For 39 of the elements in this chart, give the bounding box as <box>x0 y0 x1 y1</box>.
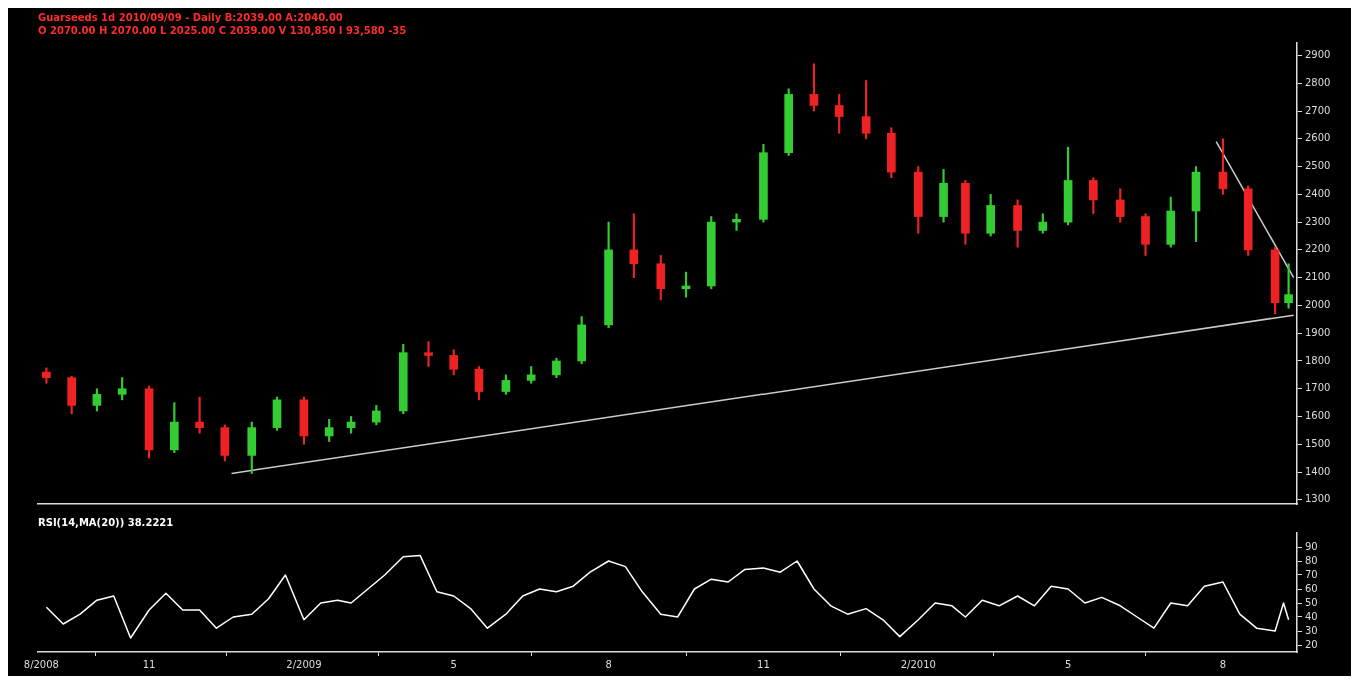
y-tick-label: 40 <box>1305 610 1318 622</box>
x-tick-label: 8 <box>605 658 612 670</box>
x-tick-label: 2/2009 <box>286 658 322 670</box>
y-tick-label: 90 <box>1305 540 1318 552</box>
x-tick-label: 11 <box>757 658 770 670</box>
y-tick-label: 2100 <box>1305 271 1331 283</box>
y-tick-label: 70 <box>1305 568 1318 580</box>
y-tick-label: 2000 <box>1305 299 1331 311</box>
y-tick-label: 2800 <box>1305 76 1331 88</box>
y-tick-label: 30 <box>1305 624 1318 636</box>
y-tick-label: 2600 <box>1305 132 1331 144</box>
x-tick-label: 8 <box>1219 658 1227 670</box>
y-tick-label: 1400 <box>1305 465 1331 477</box>
y-tick-label: 2900 <box>1305 49 1331 61</box>
y-tick-label: 2700 <box>1305 104 1331 116</box>
chart-title: RSI(14,MA(20)) 38.2221 <box>38 516 174 528</box>
x-tick-label: 2/2010 <box>900 658 936 670</box>
y-tick-label: 1600 <box>1305 410 1331 422</box>
y-tick-label: 1700 <box>1305 382 1331 394</box>
y-tick-label: 2500 <box>1305 160 1331 172</box>
y-tick-label: 1800 <box>1305 354 1331 366</box>
y-tick-label: 20 <box>1305 638 1318 650</box>
y-tick-label: 2200 <box>1305 243 1331 255</box>
y-tick-label: 50 <box>1305 596 1318 608</box>
chart-title: Guarseeds 1d 2010/09/09 - Daily B:2039.00 A:2040.00 <box>38 11 343 23</box>
x-tick-label: 11 <box>142 658 156 670</box>
y-tick-label: 1300 <box>1305 493 1331 505</box>
y-tick-label: 60 <box>1305 582 1318 594</box>
y-tick-label: 1500 <box>1305 437 1331 449</box>
x-tick-label: 8/2008 <box>23 658 59 670</box>
y-tick-label: 2300 <box>1305 215 1331 227</box>
candlestick <box>424 341 433 367</box>
x-tick-label: 5 <box>1064 658 1072 670</box>
chart-subtitle: O 2070.00 H 2070.00 L 2025.00 C 2039.00 V 130,850 I 93,580 -35 <box>38 24 407 36</box>
y-tick-label: 2400 <box>1305 187 1331 199</box>
y-tick-label: 80 <box>1305 554 1318 566</box>
x-tick-label: 5 <box>450 658 457 670</box>
candlestick <box>732 213 741 231</box>
y-tick-label: 1900 <box>1305 326 1331 338</box>
